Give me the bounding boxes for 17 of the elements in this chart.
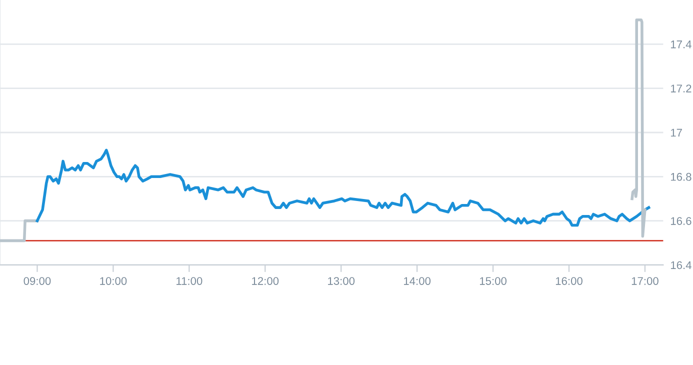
y-tick-label: 17.2 — [670, 84, 692, 92]
x-tick-label: 17:00 — [632, 277, 658, 285]
x-tick-label: 15:00 — [480, 277, 506, 285]
line-series — [36, 148, 650, 227]
y-tick-label: 16.6 — [670, 217, 692, 225]
x-tick-label: 09:00 — [24, 277, 51, 285]
x-tick-label: 11:00 — [176, 277, 202, 285]
x-tick-label: 13:00 — [328, 277, 355, 285]
y-tick-label: 16.8 — [670, 172, 692, 181]
y-tick-label: 17.4 — [670, 40, 692, 48]
y-tick-label: 17 — [670, 128, 682, 137]
x-tick-label: 12:00 — [252, 277, 279, 285]
y-tick-label: 16.4 — [670, 261, 692, 270]
x-tick-label: 16:00 — [556, 277, 582, 285]
line-series — [630, 18, 646, 238]
x-tick-label: 10:00 — [100, 277, 127, 285]
x-tick-label: 14:00 — [404, 277, 431, 285]
